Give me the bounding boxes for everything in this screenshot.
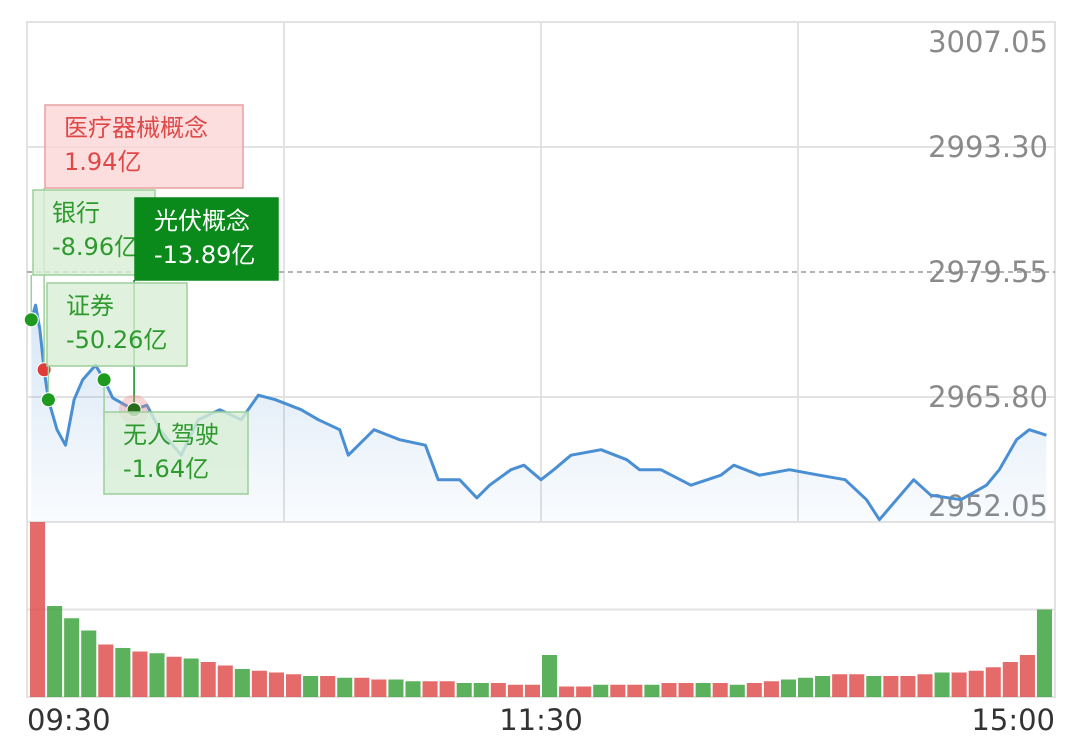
volume-bar: [542, 655, 558, 697]
volume-bar: [900, 676, 916, 697]
volume-bar: [559, 686, 575, 697]
annotation-box: [134, 197, 279, 281]
y-tick-label: 2979.55: [928, 255, 1048, 289]
volume-bar: [866, 676, 882, 697]
volume-bar: [849, 674, 865, 697]
annotation-name: 医疗器械概念: [64, 114, 208, 142]
volume-bar: [507, 684, 523, 697]
volume-bar: [149, 653, 165, 697]
annotation-amount: -1.64亿: [123, 455, 209, 483]
annotation-box: [46, 282, 188, 367]
volume-bar: [166, 656, 182, 697]
volume-bar: [422, 681, 438, 697]
volume-bar: [815, 676, 831, 697]
volume-bar: [1019, 655, 1035, 697]
volume-bar: [30, 522, 46, 697]
annotation-name: 银行: [52, 199, 100, 227]
volume-bar: [627, 684, 643, 697]
volume-bar: [798, 677, 814, 697]
volume-bar: [371, 679, 387, 697]
volume-bar: [320, 676, 336, 697]
volume-bar: [712, 683, 728, 697]
annotation-amount: -8.96亿: [52, 233, 138, 261]
volume-bar: [47, 606, 63, 697]
annotation-name: 光伏概念: [154, 207, 250, 235]
volume-bar: [763, 681, 779, 697]
x-tick-label: 11:30: [499, 703, 583, 737]
volume-bar: [917, 674, 933, 697]
volume-bar: [473, 683, 489, 697]
volume-bar: [64, 618, 80, 697]
volume-bar: [251, 670, 267, 697]
volume-bar: [780, 679, 796, 697]
volume-bar: [115, 648, 131, 697]
volume-bar: [968, 670, 984, 697]
volume-bar: [746, 683, 762, 697]
annotation-name: 证券: [66, 292, 114, 320]
volume-bar: [524, 684, 540, 697]
volume-bar: [132, 651, 148, 697]
price-area: [31, 305, 1047, 522]
volume-bar: [1036, 609, 1052, 697]
annotation-amount: -50.26亿: [66, 326, 167, 354]
volume-bar: [234, 669, 250, 697]
volume-bar: [661, 683, 677, 697]
volume-bar: [337, 677, 353, 697]
volume-bar: [490, 683, 506, 697]
volume-bar: [388, 679, 404, 697]
volume-bar: [81, 630, 97, 697]
volume-bar: [268, 672, 284, 697]
volume-bar: [695, 683, 711, 697]
volume-bar: [217, 665, 233, 697]
volume-bar: [183, 658, 199, 697]
annotation-dot: [40, 392, 56, 408]
volume-bar: [729, 684, 745, 697]
volume-bar: [354, 677, 370, 697]
volume-bar: [576, 686, 592, 697]
volume-bar: [951, 672, 967, 697]
y-tick-label: 2993.30: [928, 130, 1048, 164]
annotation-box: [44, 104, 244, 189]
volume-bar: [883, 676, 899, 697]
volume-bar: [832, 674, 848, 697]
volume-bar: [593, 684, 609, 697]
annotation-box: [103, 411, 249, 495]
x-tick-label: 15:00: [971, 703, 1055, 737]
volume-bar: [286, 674, 302, 697]
volume-bar: [303, 676, 319, 697]
volume-bar: [200, 662, 216, 697]
annotation-dot: [96, 372, 112, 388]
volume-bar: [644, 684, 660, 697]
volume-bar: [456, 683, 472, 697]
x-tick-label: 09:30: [27, 703, 111, 737]
annotation-amount: -13.89亿: [154, 241, 255, 269]
y-tick-label: 3007.05: [928, 25, 1048, 59]
volume-bar: [985, 667, 1001, 697]
volume-bar: [439, 681, 455, 697]
annotation-amount: 1.94亿: [64, 148, 141, 176]
annotation-name: 无人驾驶: [123, 421, 219, 449]
annotation-dot: [23, 312, 39, 328]
y-tick-label: 2965.80: [928, 380, 1048, 414]
volume-bar: [678, 683, 694, 697]
volume-bar: [98, 644, 114, 697]
volume-bar: [934, 672, 950, 697]
volume-bar: [610, 684, 626, 697]
volume-bar: [1002, 662, 1018, 697]
volume-bar: [405, 681, 421, 697]
